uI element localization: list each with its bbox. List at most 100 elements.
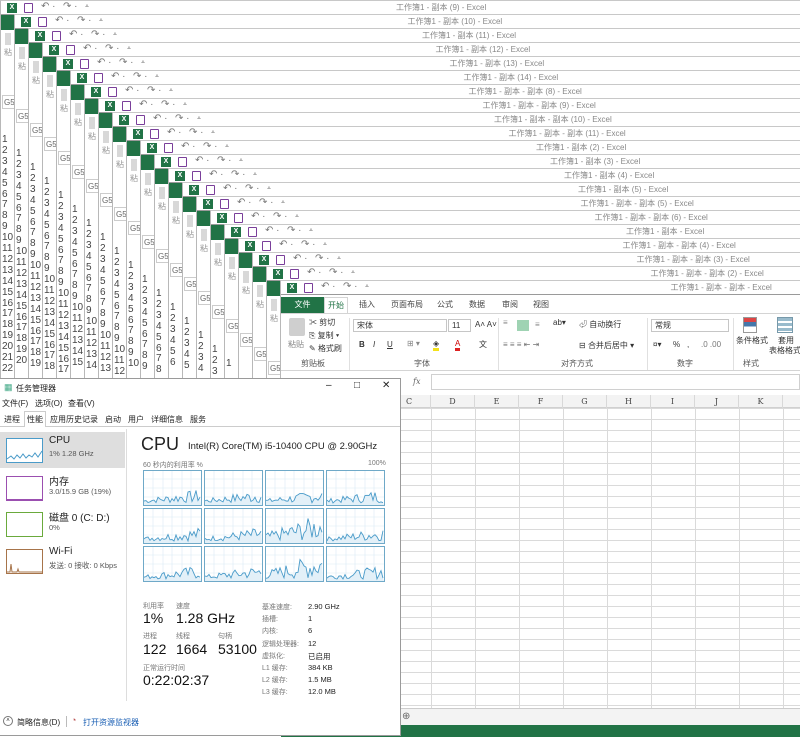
currency-icon[interactable]: ¤▾ [653, 340, 662, 349]
window-title-bar[interactable]: X ↶ · ↷ · ⩡ 工作簿1 - 副本 - 副本 (2) - Excel [267, 267, 800, 281]
redo-icon[interactable]: ↷ · [315, 253, 330, 264]
tab-performance[interactable]: 性能 [24, 411, 46, 427]
maximize-button[interactable]: □ [354, 380, 361, 391]
customize-toolbar-icon[interactable]: ⩡ [351, 269, 355, 276]
conditional-format-icon[interactable] [743, 317, 757, 333]
redo-icon[interactable]: ↷ · [189, 127, 204, 138]
column-header[interactable]: F [519, 395, 563, 408]
save-icon[interactable] [248, 227, 257, 237]
file-tab[interactable] [71, 85, 85, 100]
wrap-text-button[interactable]: ⏎ 自动换行 [579, 320, 622, 329]
redo-icon[interactable]: ↷ · [105, 43, 120, 54]
customize-toolbar-icon[interactable]: ⩡ [281, 199, 285, 206]
font-name-select[interactable]: 宋体 [353, 319, 447, 332]
undo-icon[interactable]: ↶ · [111, 71, 126, 82]
file-tab[interactable] [99, 113, 113, 128]
undo-icon[interactable]: ↶ · [167, 127, 182, 138]
undo-icon[interactable]: ↶ · [321, 281, 336, 292]
undo-icon[interactable]: ↶ · [223, 183, 238, 194]
file-tab[interactable] [225, 239, 239, 254]
save-icon[interactable] [276, 255, 285, 265]
redo-icon[interactable]: ↷ · [287, 225, 302, 236]
open-resource-monitor-link[interactable]: 打开资源监视器 [83, 718, 139, 727]
tab-view[interactable]: 视图 [533, 300, 549, 309]
save-icon[interactable] [80, 59, 89, 69]
window-title-bar[interactable]: X ↶ · ↷ · ⩡ 工作簿1 - 副本 - 副本 (3) - Excel [253, 253, 800, 267]
percent-button[interactable]: % [673, 340, 681, 349]
customize-toolbar-icon[interactable]: ⩡ [113, 31, 117, 38]
tab-formulas[interactable]: 公式 [437, 300, 453, 309]
window-title-bar[interactable]: X ↶ · ↷ · ⩡ 工作簿1 - 副本 (4) - Excel [169, 169, 800, 183]
save-icon[interactable] [164, 143, 173, 153]
save-icon[interactable] [220, 199, 229, 209]
customize-toolbar-icon[interactable]: ⩡ [155, 73, 159, 80]
align-bottom-icon[interactable]: ≡ [535, 320, 540, 329]
window-title-bar[interactable]: X ↶ · ↷ · ⩡ 工作簿1 - 副本 (13) - Excel [57, 57, 800, 71]
window-title-bar[interactable]: X ↶ · ↷ · ⩡ 工作簿1 - 副本 (12) - Excel [43, 43, 800, 57]
tab-app-history[interactable]: 应用历史记录 [50, 415, 98, 424]
column-header[interactable]: J [695, 395, 739, 408]
undo-icon[interactable]: ↶ · [153, 113, 168, 124]
window-title-bar[interactable]: X ↶ · ↷ · ⩡ 工作簿1 - 副本 - 副本 (5) - Excel [197, 197, 800, 211]
orientation-icon[interactable]: ab▾ [553, 318, 566, 327]
window-title-bar[interactable]: X ↶ · ↷ · ⩡ 工作簿1 - 副本 - 副本 (6) - Excel [211, 211, 800, 225]
resource-cpu[interactable]: CPU 1% 1.28 GHz [0, 432, 125, 468]
file-tab[interactable] [85, 99, 99, 114]
fill-color-icon[interactable]: ◈ [433, 339, 440, 351]
file-tab[interactable] [141, 155, 155, 170]
redo-icon[interactable]: ↷ · [259, 197, 274, 208]
menu-options[interactable]: 选项(O) [35, 399, 63, 408]
fx-icon[interactable]: fx [413, 377, 421, 386]
bold-button[interactable]: B [359, 340, 365, 349]
column-header[interactable]: H [607, 395, 651, 408]
italic-button[interactable]: I [373, 340, 376, 349]
window-title-bar[interactable]: X ↶ · ↷ · ⩡ 工作簿1 - 副本 (14) - Excel [71, 71, 800, 85]
tab-review[interactable]: 审阅 [502, 300, 518, 309]
undo-icon[interactable]: ↶ · [237, 197, 252, 208]
window-title-bar[interactable]: X ↶ · ↷ · ⩡ 工作簿1 - 副本 (9) - Excel [1, 1, 800, 15]
format-as-table-icon[interactable] [777, 317, 793, 333]
customize-toolbar-icon[interactable]: ⩡ [295, 213, 299, 220]
window-title-bar[interactable]: X ↶ · ↷ · ⩡ 工作簿1 - 副本 (5) - Excel [183, 183, 800, 197]
undo-icon[interactable]: ↶ · [139, 99, 154, 110]
column-header[interactable]: D [431, 395, 475, 408]
save-icon[interactable] [52, 31, 61, 41]
file-tab[interactable] [1, 15, 15, 30]
redo-icon[interactable]: ↷ · [301, 239, 316, 250]
redo-icon[interactable]: ↷ · [273, 211, 288, 222]
file-tab[interactable] [169, 183, 183, 198]
window-title-bar[interactable]: X ↶ · ↷ · ⩡ 工作簿1 - 副本 - 副本 (11) - Excel [127, 127, 800, 141]
format-painter-button[interactable]: ✎ 格式刷 [309, 344, 342, 353]
customize-toolbar-icon[interactable]: ⩡ [211, 129, 215, 136]
align-top-icon[interactable]: ≡ [503, 318, 508, 327]
window-title-bar[interactable]: X ↶ · ↷ · ⩡ 工作簿1 - 副本 - 副本 (8) - Excel [85, 85, 800, 99]
window-title-bar[interactable]: X ↶ · ↷ · ⩡ 工作簿1 - 副本 (10) - Excel [15, 15, 800, 29]
customize-toolbar-icon[interactable]: ⩡ [169, 87, 173, 94]
window-title-bar[interactable]: X ↶ · ↷ · ⩡ 工作簿1 - 副本 - 副本 (4) - Excel [239, 239, 800, 253]
redo-icon[interactable]: ↷ · [119, 57, 134, 68]
redo-icon[interactable]: ↷ · [77, 15, 92, 26]
redo-icon[interactable]: ↷ · [147, 85, 162, 96]
redo-icon[interactable]: ↷ · [63, 1, 78, 12]
save-icon[interactable] [290, 269, 299, 279]
save-icon[interactable] [136, 115, 145, 125]
customize-toolbar-icon[interactable]: ⩡ [337, 255, 341, 262]
save-icon[interactable] [122, 101, 131, 111]
copy-button[interactable]: ⎘ 复制 ▾ [309, 331, 340, 340]
customize-toolbar-icon[interactable]: ⩡ [267, 185, 271, 192]
file-tab[interactable] [183, 197, 197, 212]
save-icon[interactable] [262, 241, 271, 251]
formula-input[interactable] [431, 374, 800, 390]
tab-home[interactable]: 开始 [324, 297, 348, 313]
decimal-icons[interactable]: .0 .00 [701, 340, 722, 349]
horizontal-align-icons[interactable]: ≡ ≡ ≡ ⇤ ⇥ [503, 340, 540, 349]
phonetic-icon[interactable]: 文 [479, 340, 487, 349]
menu-file[interactable]: 文件(F) [2, 399, 29, 408]
menu-view[interactable]: 查看(V) [68, 399, 95, 408]
customize-toolbar-icon[interactable]: ⩡ [197, 115, 201, 122]
customize-toolbar-icon[interactable]: ⩡ [253, 171, 257, 178]
customize-toolbar-icon[interactable]: ⩡ [127, 45, 131, 52]
file-tab[interactable] [211, 225, 225, 240]
window-title-bar[interactable]: X ↶ · ↷ · ⩡ 工作簿1 - 副本 (11) - Excel [29, 29, 800, 43]
save-icon[interactable] [178, 157, 187, 167]
